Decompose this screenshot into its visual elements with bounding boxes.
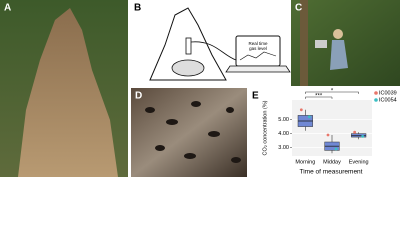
data-point <box>353 130 357 134</box>
significance-bracket <box>305 91 359 94</box>
laptop-base <box>225 65 291 73</box>
screen-text: gas level <box>249 46 267 51</box>
legend-marker <box>374 98 378 102</box>
x-tick-label: Morning <box>295 159 315 165</box>
x-tick-label: Midday <box>323 159 341 165</box>
panel-letter: B <box>134 3 141 14</box>
nest-cells <box>145 101 241 163</box>
person-head <box>333 29 343 39</box>
data-point <box>307 115 311 119</box>
person-body <box>330 40 348 70</box>
cable <box>190 41 237 61</box>
photo-d <box>131 88 247 177</box>
termite-mound <box>18 8 118 177</box>
laptop <box>315 40 327 48</box>
legend-label: IC0054 <box>379 97 397 103</box>
data-point <box>299 108 303 112</box>
panel-letter: D <box>135 91 142 102</box>
screen-graph <box>239 51 277 61</box>
nest-chamber <box>171 59 205 77</box>
screen-text: Real time <box>248 41 268 46</box>
x-axis-label: Time of measurement <box>300 169 363 176</box>
sensor <box>185 37 192 55</box>
data-point <box>361 135 365 138</box>
significance-label: *** <box>315 94 323 100</box>
y-tick-label: 3.00 <box>278 145 289 151</box>
data-point <box>334 147 338 151</box>
y-tick-label: 4.00 <box>278 131 289 137</box>
legend-label: IC0039 <box>379 90 397 96</box>
significance-label: * <box>331 89 334 95</box>
legend-marker <box>374 91 378 95</box>
mound-outline <box>149 7 227 81</box>
y-tick-label: 5.00 <box>278 117 289 123</box>
significance-bracket <box>305 96 333 99</box>
panel-letter: E <box>252 91 259 102</box>
x-tick-label: Evening <box>349 159 369 165</box>
photo-c <box>291 0 400 86</box>
panel-letter: A <box>4 3 11 14</box>
data-point <box>326 133 330 137</box>
panel-letter: C <box>295 3 302 14</box>
tree-trunk <box>300 0 308 86</box>
y-axis-label: CO₂ concentration (%) <box>262 100 268 155</box>
figure: A Real time gas level B C D E CO₂ concen… <box>0 0 400 177</box>
